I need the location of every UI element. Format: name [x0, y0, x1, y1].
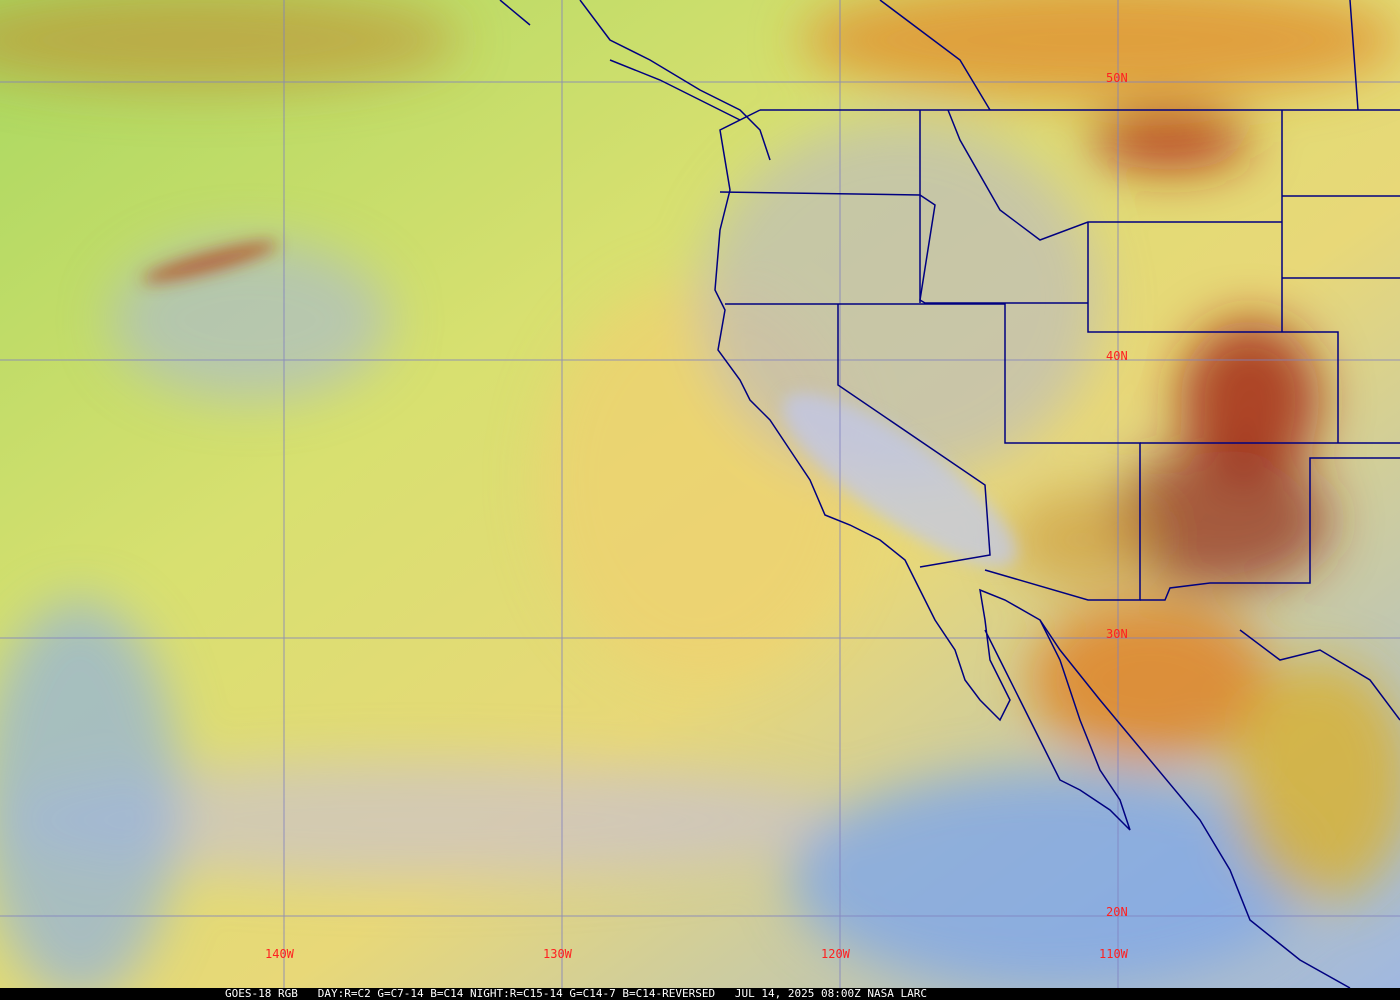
lon-label-140w: 140W — [265, 947, 294, 961]
political-borders — [499, 0, 1400, 988]
lat-label-20n: 20N — [1106, 905, 1128, 919]
lon-label-130w: 130W — [543, 947, 572, 961]
caption-bar: GOES-18 RGB DAY:R=C2 G=C7-14 B=C14 NIGHT… — [0, 988, 1400, 1000]
lat-label-30n: 30N — [1106, 627, 1128, 641]
lon-label-120w: 120W — [821, 947, 850, 961]
lat-label-50n: 50N — [1106, 71, 1128, 85]
caption-text: GOES-18 RGB DAY:R=C2 G=C7-14 B=C14 NIGHT… — [225, 987, 927, 1000]
lon-label-110w: 110W — [1099, 947, 1128, 961]
lat-label-40n: 40N — [1106, 349, 1128, 363]
